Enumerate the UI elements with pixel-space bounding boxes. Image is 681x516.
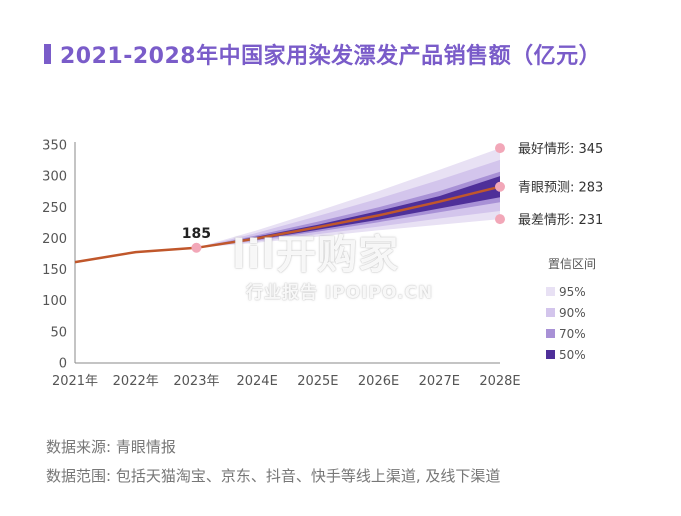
footer-scope: 数据范围: 包括天猫淘宝、京东、抖音、快手等线上渠道, 及线下渠道: [46, 467, 501, 485]
y-tick-label: 200: [42, 232, 67, 247]
scenario-marker-dot: [495, 214, 505, 225]
x-tick-label: 2022年: [113, 374, 159, 389]
footer-source: 数据来源: 青眼情报: [46, 438, 176, 456]
x-tick-label: 2026E: [358, 374, 399, 389]
y-tick-label: 100: [42, 294, 67, 309]
chart-title: 2021-2028年中国家用染发漂发产品销售额（亿元）: [60, 44, 602, 69]
forecast-line: [74, 185, 501, 264]
legend-label-90pct: 90%: [559, 306, 586, 320]
legend-swatch-50pct: [546, 350, 555, 359]
x-tick-label: 2027E: [419, 374, 460, 389]
data-label-2023: 185: [182, 226, 211, 242]
legend-swatch-95pct: [546, 287, 555, 296]
x-tick-label: 2021年: [52, 374, 98, 389]
scenario-marker-label: 最差情形: 231: [518, 213, 603, 228]
x-tick-label: 2025E: [297, 374, 338, 389]
legend-swatch-90pct: [546, 308, 555, 317]
legend-label-50pct: 50%: [559, 348, 586, 362]
y-tick-label: 250: [42, 201, 67, 216]
legend-label-70pct: 70%: [559, 327, 586, 341]
x-tick-label: 2023年: [173, 374, 219, 389]
watermark-logo: lil开购家: [232, 232, 400, 278]
legend-swatch-70pct: [546, 329, 555, 338]
y-tick-label: 150: [42, 263, 67, 278]
legend-title: 置信区间: [548, 257, 596, 271]
legend-label-95pct: 95%: [559, 285, 586, 299]
x-tick-label: 2024E: [236, 374, 277, 389]
scenario-marker-label: 最好情形: 345: [518, 142, 603, 157]
scenario-marker-label: 青眼预测: 283: [518, 181, 603, 196]
y-tick-label: 300: [42, 170, 67, 185]
y-tick-label: 0: [59, 357, 67, 372]
x-tick-label: 2028E: [479, 374, 520, 389]
title-accent-bar: [44, 44, 51, 64]
y-tick-label: 350: [42, 139, 67, 154]
watermark-site: 行业报告 IPOIPO.CN: [246, 283, 434, 303]
y-tick-label: 50: [50, 325, 67, 340]
data-point-2023: [191, 242, 202, 253]
scenario-marker-dot: [495, 181, 505, 192]
scenario-marker-dot: [495, 143, 505, 154]
